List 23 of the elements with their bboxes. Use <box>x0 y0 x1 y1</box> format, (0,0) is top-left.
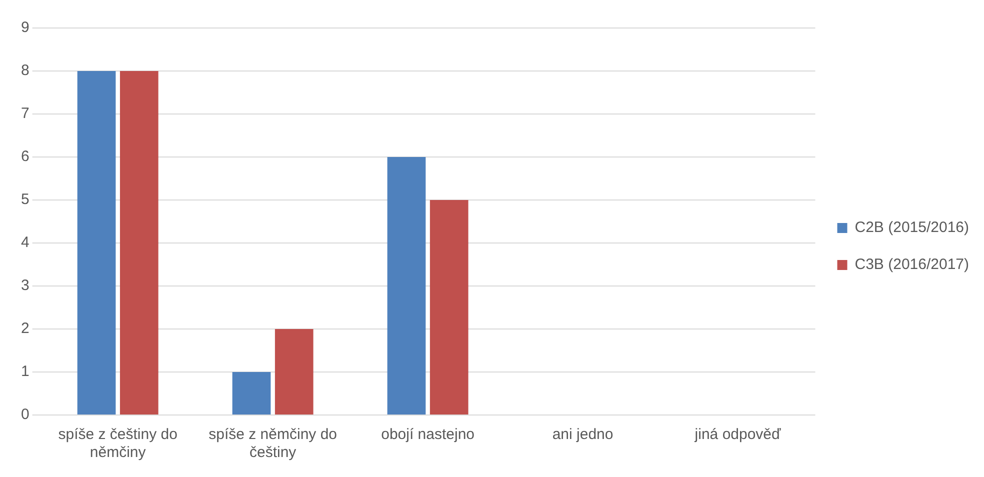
x-tick-label: obojí nastejno <box>381 426 475 444</box>
bar <box>120 71 158 414</box>
y-tick-label: 9 <box>21 19 30 36</box>
y-tick-label: 0 <box>21 406 30 424</box>
bar <box>274 329 314 414</box>
y-tick-label: 8 <box>21 62 30 80</box>
bar <box>430 200 468 414</box>
legend-label: C2B (2015/2016) <box>854 219 970 236</box>
legend-label: C3B (2016/2017) <box>854 256 970 274</box>
y-tick-label: 6 <box>21 148 30 166</box>
y-tick-label: 2 <box>21 320 30 338</box>
x-tick-label: ani jedno <box>552 426 614 444</box>
y-tick-label: 5 <box>21 191 30 208</box>
y-tick-label: 3 <box>21 277 30 294</box>
bar <box>232 372 271 414</box>
x-tick-label: spíše z češtiny do němčiny <box>58 426 178 462</box>
bar <box>387 157 426 414</box>
x-tick-label: jiná odpověď <box>694 426 782 444</box>
y-tick-label: 1 <box>21 363 30 380</box>
y-tick-label: 7 <box>21 105 30 122</box>
y-tick-label: 4 <box>21 234 30 252</box>
x-tick-label: spíše z němčiny do češtiny <box>208 426 338 462</box>
bar <box>77 71 116 414</box>
